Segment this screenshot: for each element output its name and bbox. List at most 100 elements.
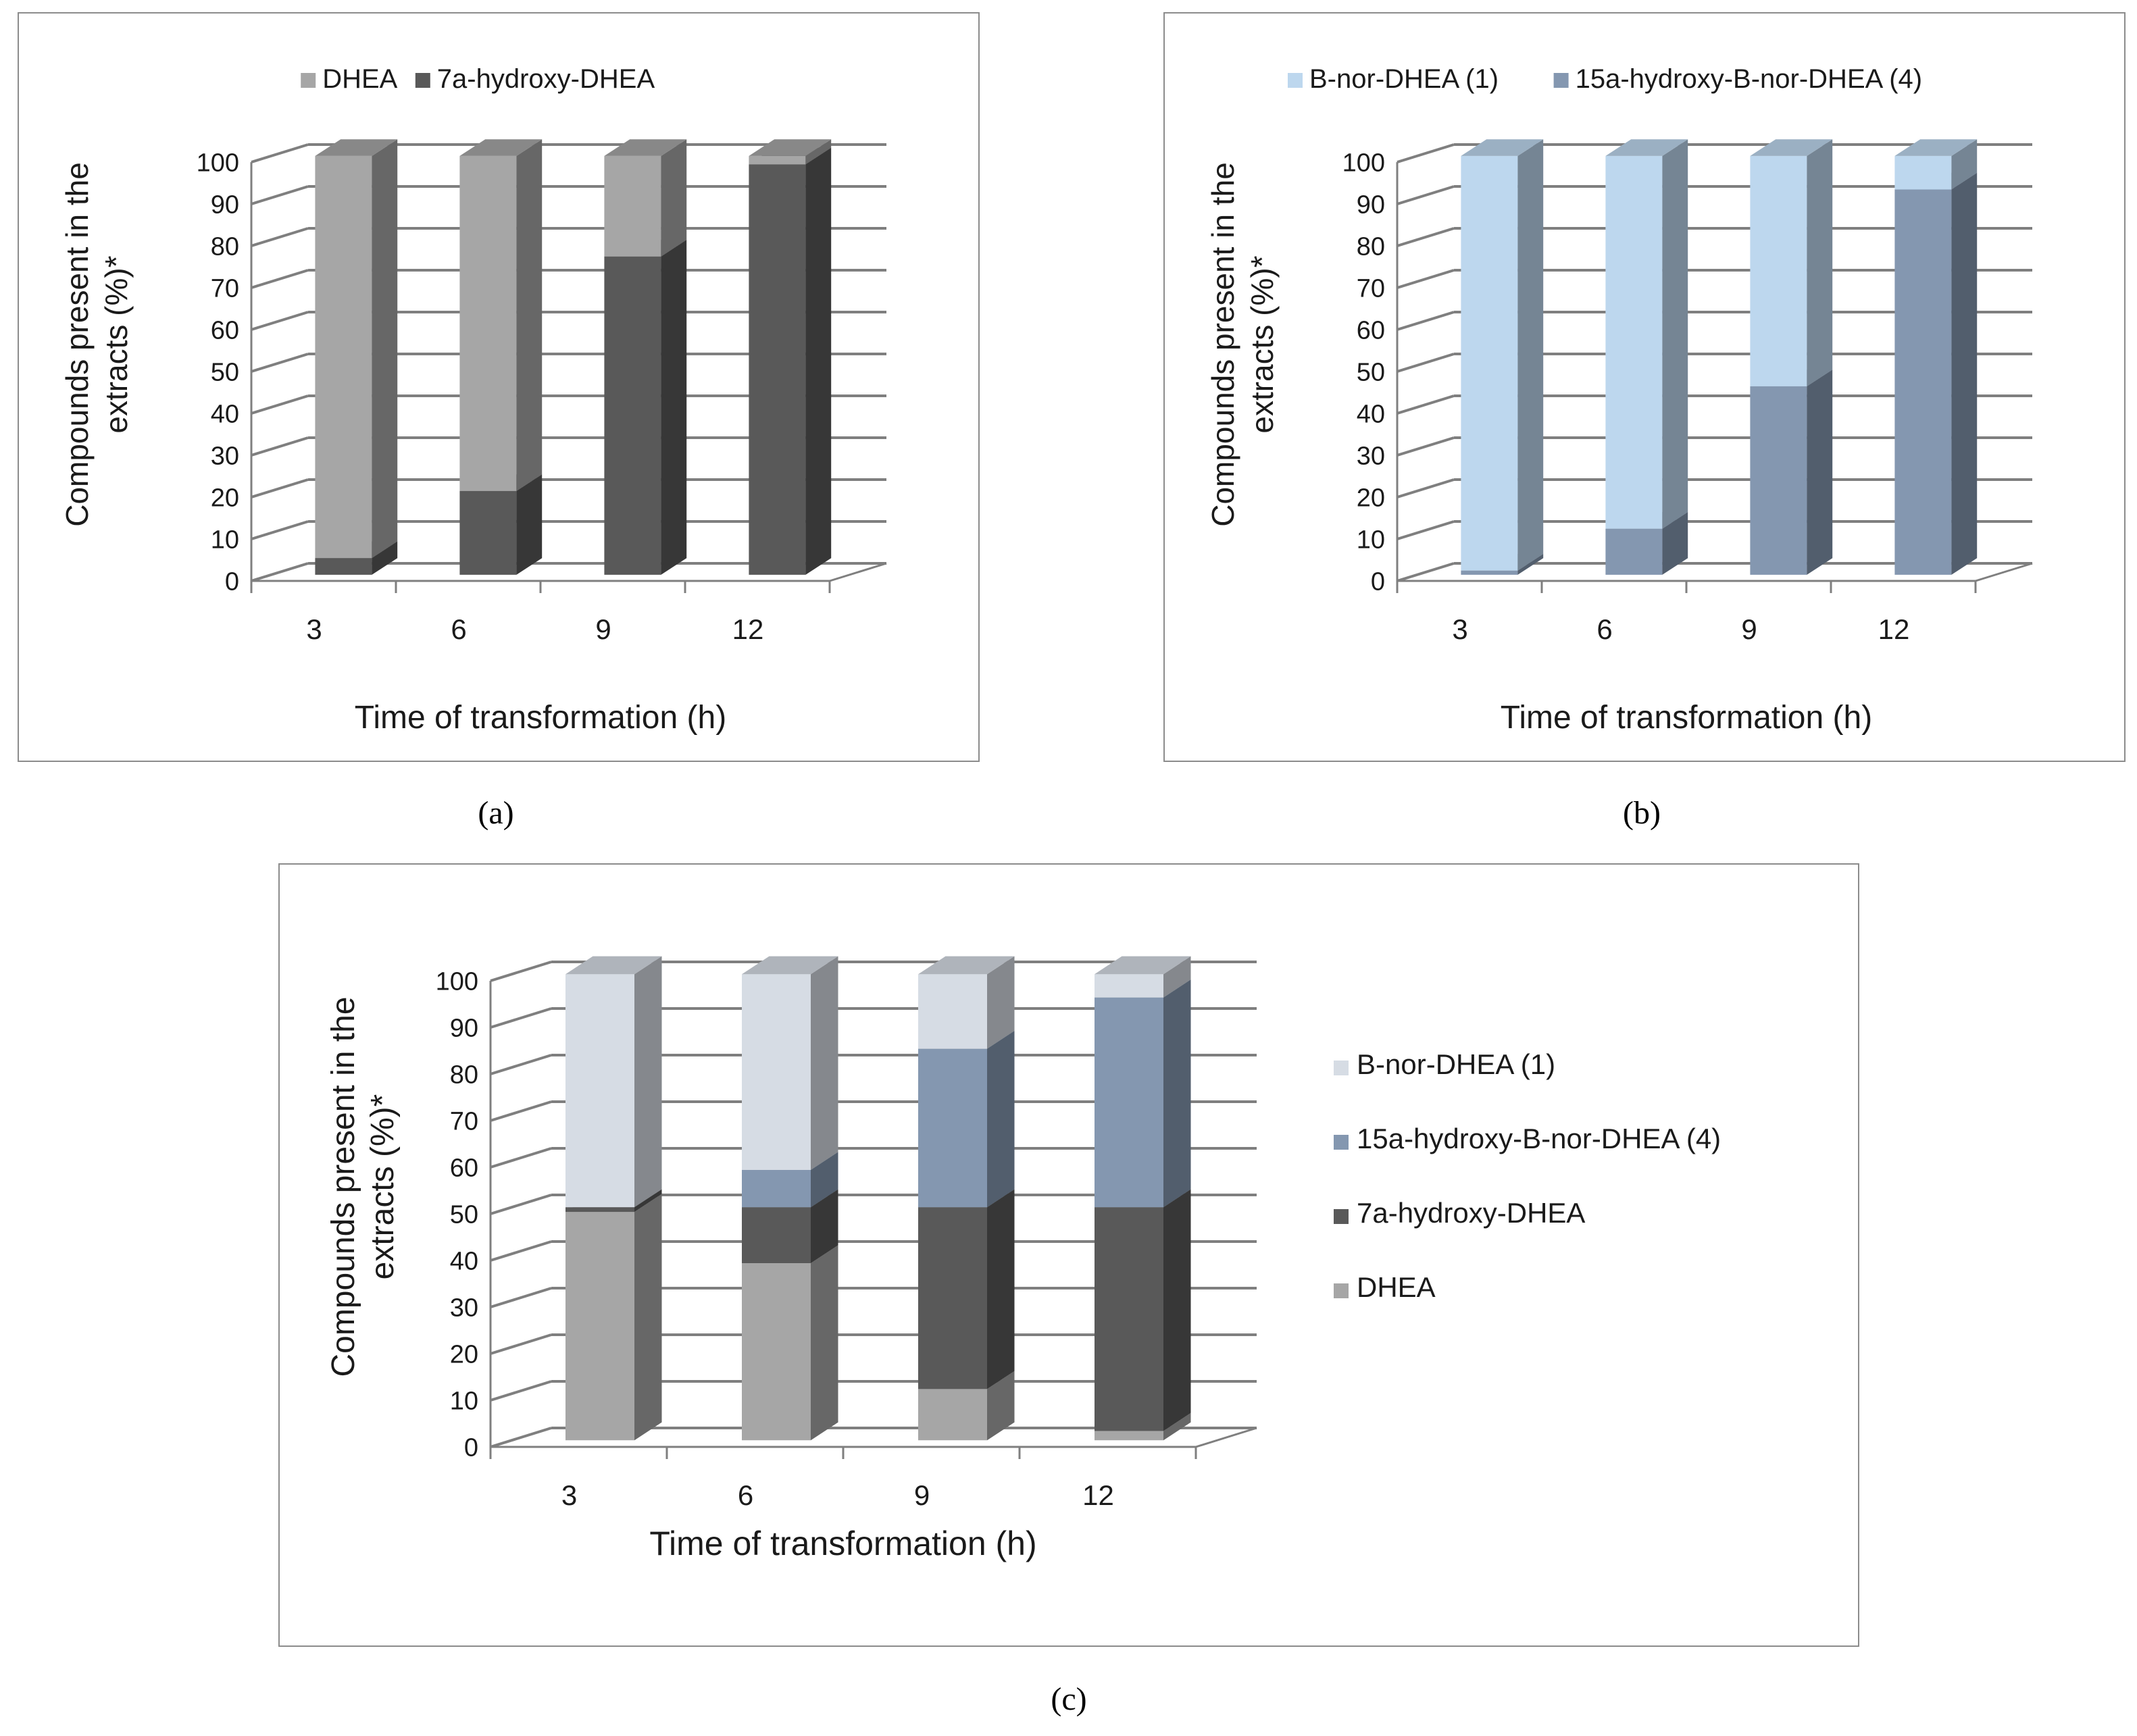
bar-b-nor-dhea-1--3 (1461, 155, 1518, 571)
gridline-side (1397, 269, 1455, 289)
bar-top-b-nor-dhea-1--9 (1750, 139, 1833, 156)
y-tick-label: 70 (211, 275, 239, 303)
legend-swatch (301, 73, 316, 88)
bar-side-15a-hydroxy-b-nor-dhea-4--3 (1517, 554, 1544, 575)
legend-swatch (1334, 1135, 1349, 1150)
bar-side-b-nor-dhea-1--3 (1517, 139, 1544, 571)
bar-side-b-nor-dhea-1--12 (1951, 139, 1978, 190)
x-tick-label: 3 (1452, 613, 1467, 645)
bar-b-nor-dhea-1--3 (565, 974, 634, 1208)
bar-top-b-nor-dhea-1--12 (1095, 956, 1191, 975)
y-tick-label: 30 (450, 1294, 478, 1323)
y-tick-label: 40 (1357, 401, 1385, 429)
bar-dhea-9 (604, 155, 661, 257)
y-tick-label: 0 (1371, 568, 1385, 596)
y-tick-label: 70 (1357, 275, 1385, 303)
bar-side-dhea-6 (516, 139, 543, 491)
x-tick-label: 12 (1878, 613, 1910, 645)
legend-label: 15a-hydroxy-B-nor-DHEA (4) (1576, 64, 1923, 94)
gridline-side (1397, 436, 1455, 457)
y-tick-label: 50 (450, 1201, 478, 1229)
x-tick-label: 6 (1597, 613, 1612, 645)
legend-label: DHEA (322, 64, 397, 94)
bar-side-b-nor-dhea-1--6 (1662, 139, 1688, 529)
bar-top-dhea-12 (749, 139, 832, 156)
floor-side-edge (829, 562, 887, 582)
bar-side-b-nor-dhea-1--6 (811, 956, 838, 1170)
caption-a: (a) (478, 795, 514, 831)
bar-side-15a-hydroxy-b-nor-dhea-4--9 (1807, 369, 1833, 575)
y-tick-label: 20 (450, 1341, 478, 1369)
bar-7a-hydroxy-dhea-12 (749, 164, 806, 575)
bar-dhea-3 (315, 155, 372, 559)
y-tick-label: 80 (1357, 233, 1385, 261)
bar-dhea-12 (1095, 1431, 1163, 1441)
y-tick-label: 70 (450, 1108, 478, 1136)
bar-side-b-nor-dhea-1--9 (1807, 139, 1833, 386)
bar-7a-hydroxy-dhea-9 (918, 1207, 987, 1389)
gridline-side (251, 478, 309, 499)
chart-panel-b: 0 10 20 30 40 50 60 70 80 90 100 3 6 9 12 Compounds pre… (1163, 12, 2126, 762)
gridline-side (490, 1287, 552, 1308)
bar-top-b-nor-dhea-1--3 (1461, 139, 1544, 156)
y-tick-label: 60 (450, 1154, 478, 1183)
y-tick-label: 10 (450, 1387, 478, 1416)
y-tick-label: 20 (211, 484, 239, 513)
gridline-side (490, 1194, 552, 1215)
gridline-side (251, 185, 309, 205)
bar-15a-hydroxy-b-nor-dhea-4--12 (1894, 189, 1952, 575)
bar-side-dhea-12 (1163, 1412, 1191, 1441)
bar-b-nor-dhea-1--6 (1605, 155, 1663, 529)
bar-15a-hydroxy-b-nor-dhea-4--3 (1461, 570, 1518, 575)
y-tick-label: 40 (450, 1248, 478, 1276)
gridline-side (1397, 185, 1455, 205)
x-tick-label: 9 (914, 1479, 930, 1511)
y-tick-label: 50 (211, 359, 239, 387)
gridline-side (490, 1007, 552, 1029)
y-tick-label: 30 (211, 442, 239, 471)
bar-side-b-nor-dhea-1--12 (1163, 956, 1191, 998)
gridline-side (1397, 394, 1455, 415)
legend-swatch (1334, 1061, 1349, 1075)
gridline-side (251, 562, 309, 582)
bar-b-nor-dhea-1--9 (1750, 155, 1807, 386)
bar-top-b-nor-dhea-1--12 (1894, 139, 1978, 156)
legend-swatch (1334, 1209, 1349, 1224)
bar-side-7a-hydroxy-dhea-6 (811, 1189, 838, 1263)
bar-side-dhea-12 (805, 139, 832, 165)
bar-side-7a-hydroxy-dhea-12 (805, 147, 832, 575)
bar-top-b-nor-dhea-1--6 (1605, 139, 1688, 156)
gridline-side (490, 1240, 552, 1262)
y-tick-label: 100 (197, 149, 239, 178)
x-tick-label: 9 (595, 613, 611, 645)
y-axis-title-line: extracts (%)* (1245, 255, 1280, 433)
bar-7a-hydroxy-dhea-6 (742, 1207, 811, 1263)
gridline-side (1397, 353, 1455, 373)
bar-side-dhea-3 (634, 1194, 662, 1441)
y-tick-label: 50 (1357, 359, 1385, 387)
y-tick-label: 0 (464, 1434, 478, 1462)
gridline-side (1397, 227, 1455, 247)
bar-15a-hydroxy-b-nor-dhea-4--6 (1605, 528, 1663, 575)
x-tick-label: 3 (561, 1479, 577, 1511)
y-tick-label: 30 (1357, 442, 1385, 471)
bar-side-dhea-9 (661, 139, 687, 257)
bar-side-15a-hydroxy-b-nor-dhea-4--6 (811, 1152, 838, 1208)
bar-b-nor-dhea-1--12 (1894, 155, 1952, 190)
gridline-side (1397, 562, 1455, 582)
bar-side-15a-hydroxy-b-nor-dhea-4--9 (987, 1031, 1015, 1208)
legend-swatch (1334, 1283, 1349, 1298)
y-tick-label: 100 (1342, 149, 1385, 178)
bar-dhea-9 (918, 1389, 987, 1441)
bar-top-dhea-3 (315, 139, 398, 156)
legend-label: 7a-hydroxy-DHEA (437, 64, 655, 94)
bar-7a-hydroxy-dhea-3 (565, 1207, 634, 1212)
legend-label: B-nor-DHEA (1) (1309, 64, 1499, 94)
bar-dhea-6 (459, 155, 517, 491)
gridline-side (1397, 520, 1455, 540)
bar-b-nor-dhea-1--12 (1095, 974, 1163, 998)
gridline-side (490, 1100, 552, 1122)
x-axis-title: Time of transformation (h) (355, 700, 726, 736)
bar-side-7a-hydroxy-dhea-9 (987, 1189, 1015, 1389)
y-tick-label: 0 (225, 568, 239, 596)
